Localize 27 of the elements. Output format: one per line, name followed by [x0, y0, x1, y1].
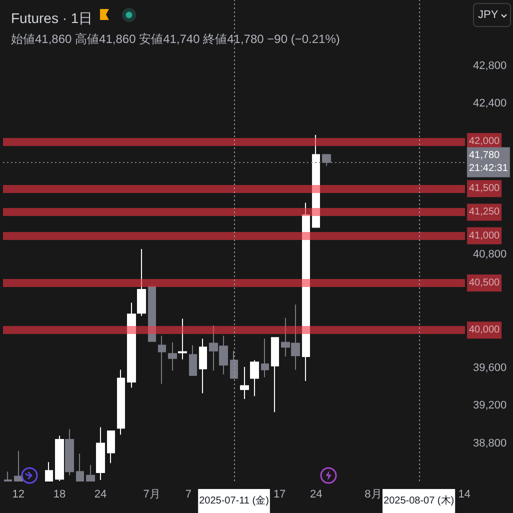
ref-line-label: 40,500: [469, 277, 500, 288]
text: Futures · 1日: [11, 10, 93, 26]
x-tick-label: 14: [458, 488, 470, 500]
x-tick-label: 8月: [364, 488, 382, 500]
ref-line-label: 40,000: [469, 324, 500, 336]
y-tick-label: 42,400: [473, 98, 507, 110]
ref-line-label: 41,500: [469, 183, 500, 194]
x-tick-label: 24: [310, 488, 322, 500]
x-tick-label: 2025-07-11 (金): [199, 494, 269, 506]
x-tick-label: 7: [185, 488, 192, 500]
x-tick-label: 24: [94, 488, 107, 500]
y-axis-title: JPY: [478, 9, 498, 21]
ref-line-label: 41,250: [469, 206, 500, 218]
text: 始値41,860 高値41,860 安値41,740 終値41,780 −90 (−0.21%): [11, 32, 340, 46]
x-tick-label: 12: [12, 488, 25, 500]
ref-line-label: 41,000: [469, 230, 500, 242]
x-tick-label: 7月: [143, 488, 160, 500]
x-tick-label: 18: [53, 488, 66, 500]
y-tick-label: 42,800: [473, 60, 507, 72]
x-tick-label: 2025-08-07 (木): [384, 494, 454, 506]
y-tick-label: 39,600: [473, 362, 507, 374]
ref-line-label: 42,000: [469, 136, 500, 147]
ref-line-label: 41,780 21:42:31: [469, 150, 508, 174]
y-tick-label: 40,800: [473, 248, 507, 261]
x-tick-label: 17: [273, 488, 286, 500]
y-tick-label: 39,200: [473, 400, 507, 412]
y-tick-label: 38,800: [473, 437, 507, 450]
